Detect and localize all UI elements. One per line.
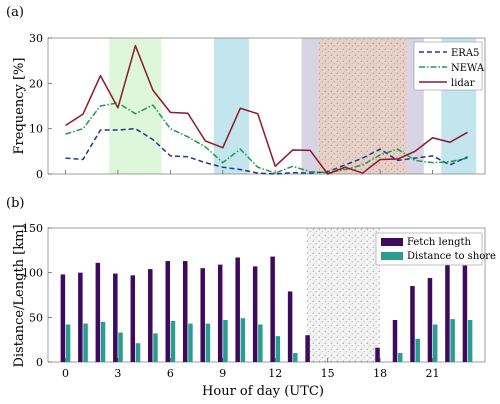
legend-distance-to-shore-label: Distance to shore <box>407 251 496 262</box>
panel-a-letter: (a) <box>6 5 24 20</box>
bar-fetch-length-3 <box>113 273 118 362</box>
panel-a-series <box>65 44 468 175</box>
bar-fetch-length-4 <box>130 275 136 362</box>
bar-fetch-length-5 <box>148 269 153 362</box>
bar-distance-to-shore-4 <box>135 343 141 362</box>
panel-b-x-tick-label-0: 0 <box>62 367 69 380</box>
panel-b: (b) 0 50 100 150 0 3 6 9 12 15 18 21 Distance/Leng… <box>6 196 496 399</box>
panel-b-letter: (b) <box>6 196 24 211</box>
bar-distance-to-shore-10 <box>240 318 246 362</box>
panel-b-x-tick-label-3: 3 <box>114 367 121 380</box>
panel-b-x-tick-label-21: 21 <box>426 367 440 380</box>
legend-distance-to-shore-swatch <box>381 252 403 260</box>
bar-distance-to-shore-22 <box>450 319 455 362</box>
legend-newa-label: NEWA <box>451 63 485 74</box>
panel-b-y-tick-label-50: 50 <box>29 311 43 324</box>
bar-fetch-length-12 <box>270 256 275 362</box>
panel-a-band-3-stipple <box>318 38 407 174</box>
bar-distance-to-shore-9 <box>223 320 228 362</box>
panel-b-bars <box>60 256 473 362</box>
bar-fetch-length-20 <box>410 286 415 362</box>
bar-fetch-length-11 <box>252 266 258 362</box>
panel-a: (a) 0 10 20 30 Frequency [%] ERA5 NEWA lida… <box>6 5 486 181</box>
bar-fetch-length-7 <box>182 261 188 362</box>
legend-lidar-label: lidar <box>451 78 475 89</box>
bar-fetch-length-9 <box>217 264 223 362</box>
bar-distance-to-shore-6 <box>170 320 176 362</box>
bar-fetch-length-18 <box>375 347 380 362</box>
bar-fetch-length-23 <box>462 265 468 362</box>
panel-a-y-tick-label-20: 20 <box>29 77 43 90</box>
panel-b-y-tick-label-150: 150 <box>22 222 43 235</box>
bar-fetch-length-19 <box>392 320 398 362</box>
panel-a-y-ticks: 0 10 20 30 <box>29 32 52 181</box>
bar-distance-to-shore-3 <box>118 332 123 362</box>
bar-distance-to-shore-7 <box>188 323 193 362</box>
series-line-era5 <box>65 127 468 175</box>
bar-distance-to-shore-11 <box>258 324 263 362</box>
panel-a-band-2 <box>301 38 319 174</box>
bar-fetch-length-21 <box>427 278 433 362</box>
bar-distance-to-shore-21 <box>432 324 438 362</box>
panel-a-legend: ERA5 NEWA lidar <box>413 41 485 91</box>
bar-distance-to-shore-8 <box>205 323 211 362</box>
panel-a-y-tick-label-0: 0 <box>36 168 43 181</box>
panel-a-y-axis-label: Frequency [%] <box>12 58 27 155</box>
bar-fetch-length-22 <box>445 263 450 362</box>
panel-b-x-tick-label-15: 15 <box>321 367 335 380</box>
bar-distance-to-shore-1 <box>83 323 88 362</box>
bar-distance-to-shore-2 <box>100 321 106 362</box>
legend-fetch-length-swatch <box>381 238 403 246</box>
bar-fetch-length-8 <box>200 268 205 362</box>
panel-b-x-ticks: 0 3 6 9 12 15 18 21 <box>62 358 440 380</box>
bar-distance-to-shore-12 <box>275 336 281 362</box>
panel-a-band-1 <box>214 38 250 174</box>
panel-b-y-tick-label-0: 0 <box>36 356 43 369</box>
panel-b-x-tick-label-9: 9 <box>219 367 226 380</box>
bar-distance-to-shore-5 <box>153 333 158 362</box>
bar-fetch-length-6 <box>165 261 171 362</box>
panel-b-shaded-bands <box>306 228 381 362</box>
panel-b-y-axis-label: Distance/Length [km] <box>12 224 27 367</box>
legend-fetch-length-label: Fetch length <box>407 237 472 248</box>
panel-b-x-tick-label-6: 6 <box>167 367 174 380</box>
series-line-lidar <box>65 44 468 175</box>
bar-fetch-length-10 <box>235 257 240 362</box>
panel-b-x-tick-label-12: 12 <box>268 367 282 380</box>
series-line-newa <box>65 102 468 174</box>
bar-distance-to-shore-0 <box>65 324 71 362</box>
panel-b-y-ticks: 0 50 100 150 <box>22 222 52 369</box>
bar-distance-to-shore-19 <box>397 353 403 362</box>
legend-era5-label: ERA5 <box>451 48 479 59</box>
bar-distance-to-shore-13 <box>293 353 298 362</box>
bar-fetch-length-1 <box>78 272 83 362</box>
bar-fetch-length-13 <box>287 291 293 362</box>
bar-fetch-length-14 <box>305 335 310 362</box>
bar-fetch-length-0 <box>60 274 66 362</box>
bar-distance-to-shore-20 <box>415 338 420 362</box>
panel-a-y-tick-label-30: 30 <box>29 32 43 45</box>
bar-fetch-length-2 <box>95 262 101 362</box>
panel-b-y-tick-label-100: 100 <box>22 267 43 280</box>
bar-distance-to-shore-23 <box>467 320 473 362</box>
panel-b-x-axis-label: Hour of day (UTC) <box>202 384 324 399</box>
panel-a-legend-box <box>413 41 483 91</box>
panel-b-x-tick-label-18: 18 <box>373 367 387 380</box>
panel-b-band-0-stipple <box>306 228 381 362</box>
panel-a-y-tick-label-10: 10 <box>29 123 43 136</box>
panel-a-plot-frame <box>47 37 486 175</box>
panel-b-legend: Fetch length Distance to shore <box>375 232 496 266</box>
panel-b-plot-frame <box>47 227 486 363</box>
